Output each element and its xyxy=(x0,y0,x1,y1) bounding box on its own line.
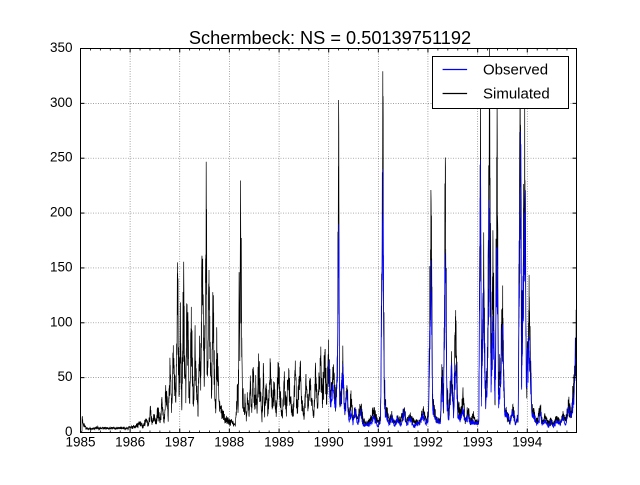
svg-text:300: 300 xyxy=(50,95,73,110)
svg-text:1990: 1990 xyxy=(314,435,344,450)
svg-text:1993: 1993 xyxy=(463,435,493,450)
svg-text:1985: 1985 xyxy=(65,435,95,450)
svg-text:250: 250 xyxy=(50,150,73,165)
svg-text:150: 150 xyxy=(50,259,73,274)
svg-text:100: 100 xyxy=(50,314,73,329)
svg-text:50: 50 xyxy=(57,369,72,384)
svg-text:1987: 1987 xyxy=(165,435,195,450)
svg-text:1989: 1989 xyxy=(264,435,294,450)
svg-text:Observed: Observed xyxy=(483,62,548,79)
svg-text:200: 200 xyxy=(50,205,73,220)
svg-text:Schermbeck: NS = 0.50139751192: Schermbeck: NS = 0.50139751192 xyxy=(189,28,471,48)
svg-text:1991: 1991 xyxy=(363,435,393,450)
svg-text:Simulated: Simulated xyxy=(483,86,550,103)
svg-text:1988: 1988 xyxy=(214,435,244,450)
svg-text:1994: 1994 xyxy=(512,435,543,450)
svg-text:350: 350 xyxy=(50,40,73,55)
svg-text:1992: 1992 xyxy=(413,435,443,450)
svg-text:1986: 1986 xyxy=(115,435,145,450)
